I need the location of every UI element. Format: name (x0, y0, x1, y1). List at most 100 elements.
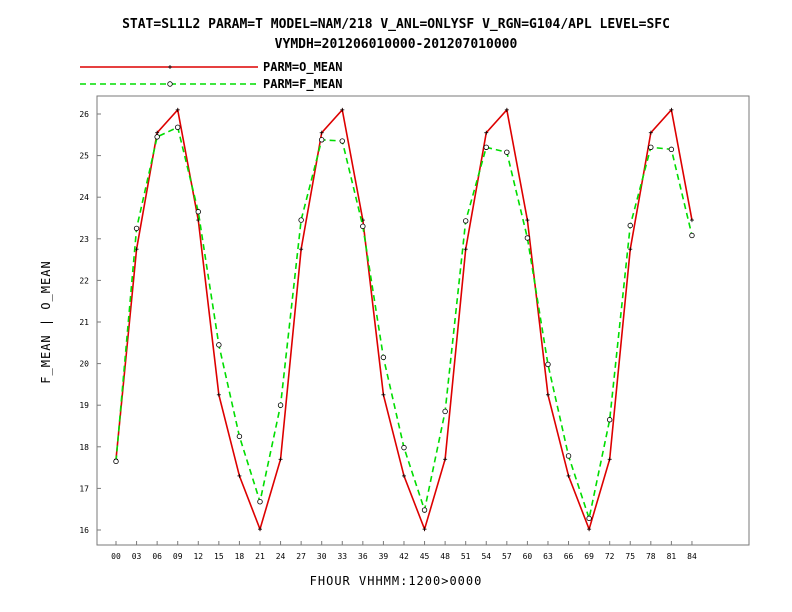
data-point (587, 527, 592, 532)
data-point (525, 218, 530, 223)
data-point (175, 124, 181, 131)
data-point (133, 225, 140, 232)
x-axis: 00 03 06 09 12 15 18 21 24 27 30 33 36 39 42 45 48 51 54 57… (111, 541, 697, 561)
x-tick-label: 30 (317, 552, 327, 561)
data-point (299, 247, 304, 252)
data-point (380, 354, 387, 361)
data-point (484, 130, 489, 135)
y-axis: 16 17 18 19 20 21 22 23 24 25 26 (79, 110, 101, 535)
x-tick-label: 63 (543, 552, 553, 561)
series-line-1 (115, 108, 693, 532)
y-tick-label: 18 (79, 443, 89, 452)
legend-marker (167, 81, 173, 87)
data-point (463, 247, 468, 252)
x-tick-label: 78 (646, 552, 656, 561)
x-tick-label: 15 (214, 552, 224, 561)
y-tick-label: 26 (79, 110, 89, 119)
data-point (606, 417, 613, 423)
data-point (627, 222, 633, 229)
data-point (113, 458, 119, 465)
x-tick-label: 81 (667, 552, 677, 561)
data-point (566, 473, 571, 478)
x-tick-label: 69 (584, 552, 594, 561)
y-tick-label: 25 (79, 152, 89, 161)
data-point (545, 392, 550, 397)
data-point (237, 473, 242, 478)
data-point (689, 218, 694, 223)
y-tick-label: 19 (79, 401, 89, 410)
data-point (504, 107, 509, 112)
x-tick-label: 42 (399, 552, 409, 561)
data-point (442, 408, 448, 415)
data-point (319, 130, 324, 135)
data-point (339, 138, 345, 144)
series-line-2 (115, 126, 693, 522)
data-point (360, 223, 366, 230)
data-point (175, 107, 180, 112)
x-tick-label: 21 (255, 552, 265, 561)
data-point (648, 130, 653, 135)
y-tick-label: 20 (79, 360, 89, 369)
legend-label-1: PARM=O_MEAN (263, 60, 342, 75)
data-point (257, 499, 263, 505)
data-point (421, 507, 428, 513)
data-point (154, 134, 160, 140)
data-point (422, 527, 427, 532)
x-tick-label: 60 (523, 552, 533, 561)
x-tick-label: 24 (276, 552, 286, 561)
data-point (524, 235, 531, 241)
x-tick-label: 48 (440, 552, 450, 561)
data-point (216, 342, 222, 348)
data-point (195, 209, 201, 215)
data-point (586, 515, 592, 522)
data-point (401, 473, 406, 478)
y-axis-label: F_MEAN | O_MEAN (39, 260, 53, 383)
x-tick-label: 03 (132, 552, 142, 561)
legend-label-2: PARM=F_MEAN (263, 77, 342, 92)
x-tick-label: 12 (193, 552, 203, 561)
x-tick-label: 57 (502, 552, 512, 561)
data-point (669, 107, 674, 112)
x-tick-label: 72 (605, 552, 615, 561)
x-tick-label: 09 (173, 552, 183, 561)
data-point (462, 218, 469, 224)
x-tick-label: 84 (687, 552, 697, 561)
data-point (319, 137, 325, 143)
data-point (607, 457, 612, 462)
data-point (155, 130, 160, 135)
data-point (298, 217, 304, 223)
x-tick-label: 00 (111, 552, 121, 561)
x-axis-label: FHOUR VHHMM:1200>0000 (310, 574, 483, 588)
data-point (236, 433, 243, 440)
data-point (340, 107, 345, 112)
x-tick-label: 33 (337, 552, 347, 561)
data-point (628, 247, 633, 252)
data-point (277, 402, 284, 408)
data-point (648, 144, 654, 150)
y-tick-label: 24 (79, 193, 89, 202)
chart-subtitle: VYMDH=201206010000-201207010000 (275, 37, 518, 52)
y-tick-label: 17 (79, 484, 89, 493)
x-tick-label: 66 (564, 552, 574, 561)
data-point (565, 453, 572, 459)
x-tick-label: 06 (152, 552, 162, 561)
x-tick-label: 27 (296, 552, 306, 561)
data-point (689, 232, 695, 239)
data-point (278, 457, 283, 462)
data-point (257, 527, 262, 532)
x-tick-label: 36 (358, 552, 368, 561)
data-point (668, 146, 675, 153)
x-tick-label: 18 (235, 552, 245, 561)
data-point (443, 457, 448, 462)
x-tick-label: 75 (625, 552, 635, 561)
data-point (483, 144, 489, 150)
series-layer (113, 107, 695, 532)
x-tick-label: 51 (461, 552, 471, 561)
y-tick-label: 23 (79, 235, 89, 244)
data-point (216, 392, 221, 397)
x-tick-label: 45 (420, 552, 430, 561)
data-point (401, 444, 407, 451)
data-point (504, 149, 510, 155)
x-tick-label: 39 (379, 552, 389, 561)
